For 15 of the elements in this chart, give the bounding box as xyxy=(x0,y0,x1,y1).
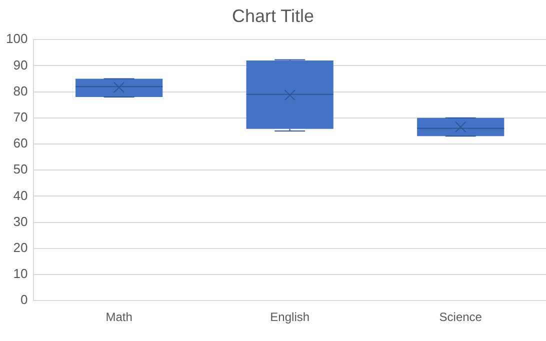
x-tick-label: Math xyxy=(106,310,132,324)
y-tick-label: 30 xyxy=(13,214,28,229)
y-tick-label: 90 xyxy=(13,57,28,72)
y-tick-label: 60 xyxy=(13,136,28,151)
y-tick-label: 70 xyxy=(13,109,28,124)
x-tick-label: English xyxy=(270,310,310,324)
y-tick-label: 100 xyxy=(6,31,28,46)
y-tick-label: 20 xyxy=(13,240,28,255)
y-tick-label: 0 xyxy=(20,292,28,308)
y-tick-label: 80 xyxy=(13,83,28,98)
x-tick-label: Science xyxy=(439,310,482,324)
y-tick-label: 10 xyxy=(13,266,28,282)
chart-title: Chart Title xyxy=(232,6,314,26)
y-tick-label: 40 xyxy=(13,188,28,203)
y-tick-label: 50 xyxy=(13,162,28,177)
